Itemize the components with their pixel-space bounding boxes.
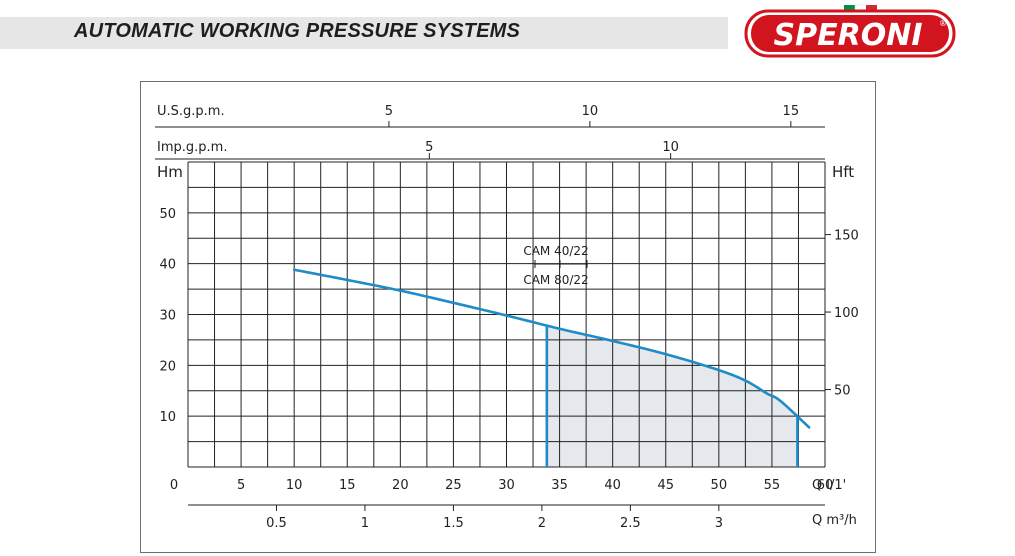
imp-gpm-tick-label: 5: [425, 140, 433, 155]
y2-tick-label: 50: [834, 384, 851, 399]
x-tick-label: 30: [498, 478, 515, 493]
imp-gpm-tick-label: 10: [662, 140, 679, 155]
imp-gpm-axis-label: Imp.g.p.m.: [157, 140, 227, 155]
y-tick-label: 30: [159, 309, 176, 324]
pump-curve-line: [292, 268, 811, 429]
x-tick-label: 55: [764, 478, 781, 493]
x-axis-unit-label: Q l/1': [812, 478, 846, 493]
x-tick-label: 50: [711, 478, 728, 493]
m3h-tick-label: 2: [538, 516, 546, 531]
x-tick-label: 5: [237, 478, 245, 493]
y-tick-label: 50: [159, 207, 176, 222]
m3h-tick-label: 3: [715, 516, 723, 531]
flag-red-stripe: [866, 5, 877, 10]
m3h-axis-unit-label: Q m³/h: [812, 513, 857, 528]
y2-axis-label: Hft: [832, 163, 854, 181]
x-tick-label: 45: [657, 478, 674, 493]
x-tick-label: 10: [286, 478, 303, 493]
chart-axes: 0 5 10 15 20 25 30 35 40 45 50 55 60Q l/1'0.5 1 1.5 2 2.…: [155, 104, 859, 531]
registered-mark: ®: [939, 19, 947, 28]
logo-red-pill: [751, 15, 949, 52]
page-title: AUTOMATIC WORKING PRESSURE SYSTEMS: [74, 20, 521, 42]
x-tick-label: 25: [445, 478, 462, 493]
y-axis-label: Hm: [157, 163, 183, 181]
chart-grid: [187, 161, 826, 468]
m3h-tick-label: 2.5: [620, 516, 641, 531]
y2-tick-label: 100: [834, 306, 859, 321]
y2-tick-label: 150: [834, 229, 859, 244]
flag-green-stripe: [844, 5, 855, 10]
logo-wordmark: SPERONI: [774, 18, 923, 53]
m3h-tick-label: 1.5: [443, 516, 464, 531]
brand-logo: SPERONI ®: [744, 4, 956, 58]
x-tick-label: 20: [392, 478, 409, 493]
us-gpm-tick-label: 10: [582, 104, 599, 119]
x-tick-label: 15: [339, 478, 356, 493]
operating-range-area: [546, 325, 798, 467]
header-band: [0, 17, 728, 49]
x-tick-label: 60: [817, 478, 834, 493]
us-gpm-axis-label: U.S.g.p.m.: [157, 104, 225, 119]
y-tick-label: 20: [159, 359, 176, 374]
us-gpm-tick-label: 5: [385, 104, 393, 119]
x-tick-label: 40: [604, 478, 621, 493]
y-tick-label: 10: [159, 410, 176, 425]
x-tick-label: 0: [170, 478, 178, 493]
model-label-bottom: CAM 80/22: [523, 273, 588, 287]
us-gpm-tick-label: 15: [783, 104, 800, 119]
x-tick-label: 35: [551, 478, 568, 493]
m3h-tick-label: 1: [361, 516, 369, 531]
y-tick-label: 40: [159, 258, 176, 273]
model-label-top: CAM 40/22: [523, 244, 588, 258]
m3h-tick-label: 0.5: [266, 516, 287, 531]
